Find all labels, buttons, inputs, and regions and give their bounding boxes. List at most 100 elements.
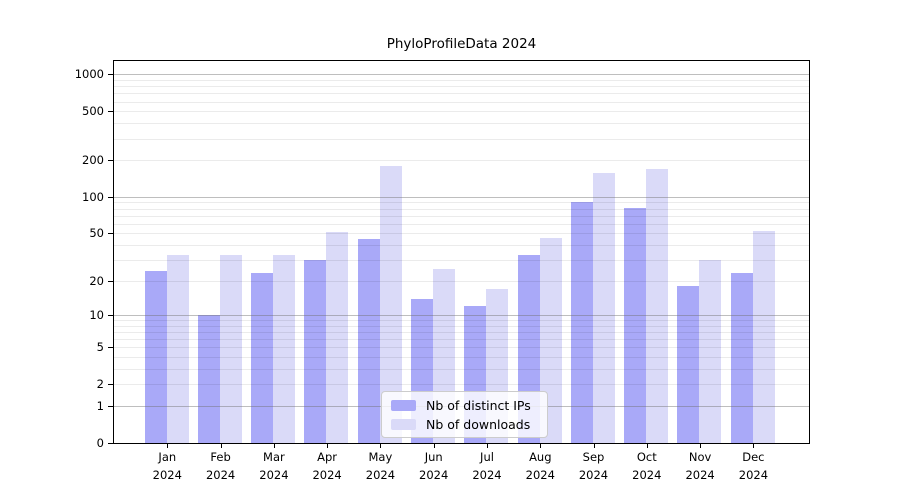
gridline-minor-3 bbox=[114, 369, 809, 370]
gridline-minor-800 bbox=[114, 86, 809, 88]
gridline-minor-600 bbox=[114, 101, 809, 103]
x-tick-label-may: May 2024 bbox=[365, 450, 396, 482]
legend-item-downloads: Nb of downloads bbox=[391, 417, 538, 432]
gridline-minor-900 bbox=[114, 79, 809, 81]
x-tick-mar bbox=[273, 444, 275, 448]
gridline-minor-7 bbox=[114, 332, 809, 333]
x-tick-jun bbox=[433, 444, 435, 448]
bar-apr-distinct-ips bbox=[304, 259, 327, 443]
x-tick-jul bbox=[487, 444, 488, 448]
x-tick-dec bbox=[753, 444, 755, 448]
x-tick-oct bbox=[646, 444, 648, 448]
y-tick-500 bbox=[108, 111, 113, 113]
gridlines-layer bbox=[114, 61, 809, 443]
x-tick-label-oct: Oct 2024 bbox=[632, 450, 662, 482]
legend-label-downloads: Nb of downloads bbox=[426, 416, 531, 432]
gridline-minor-30 bbox=[114, 259, 809, 261]
y-tick-100 bbox=[108, 196, 113, 198]
x-tick-apr bbox=[327, 444, 329, 448]
y-tick-label-10: 10 bbox=[89, 308, 104, 322]
y-tick-label-20: 20 bbox=[89, 273, 104, 288]
bar-nov-distinct-ips bbox=[677, 285, 700, 443]
gridline-minor-60 bbox=[114, 223, 809, 225]
gridline-major-100 bbox=[114, 196, 809, 198]
x-tick-label-jul: Jul 2024 bbox=[472, 450, 502, 482]
bar-jan-distinct-ips bbox=[144, 271, 167, 443]
y-tick-label-500: 500 bbox=[82, 104, 104, 119]
y-tick-1 bbox=[108, 406, 113, 407]
x-tick-nov bbox=[700, 444, 702, 448]
chart-title: PhyloProfileData 2024 bbox=[386, 36, 537, 52]
x-tick-label-jun: Jun 2024 bbox=[419, 450, 449, 482]
y-tick-label-1000: 1000 bbox=[74, 67, 104, 82]
y-tick-2 bbox=[108, 384, 113, 386]
bar-nov-downloads bbox=[699, 259, 722, 443]
bar-sep-downloads bbox=[592, 172, 615, 443]
legend: Nb of distinct IPs Nb of downloads bbox=[381, 391, 548, 438]
gridline-major-10 bbox=[114, 315, 809, 316]
x-tick-label-dec: Dec 2024 bbox=[738, 450, 769, 482]
gridline-minor-9 bbox=[114, 320, 809, 322]
gridline-minor-700 bbox=[114, 93, 809, 95]
x-tick-feb bbox=[220, 444, 222, 448]
gridline-minor-400 bbox=[114, 123, 809, 125]
y-tick-200 bbox=[108, 160, 113, 161]
bar-dec-distinct-ips bbox=[730, 273, 753, 443]
gridline-major-1000 bbox=[114, 74, 809, 76]
plot-area: Nb of distinct IPs Nb of downloads bbox=[113, 60, 810, 444]
legend-label-distinct-ips: Nb of distinct IPs bbox=[426, 397, 531, 413]
y-tick-label-5: 5 bbox=[96, 340, 104, 355]
gridline-minor-2 bbox=[114, 384, 809, 386]
x-tick-label-aug: Aug 2024 bbox=[525, 450, 555, 482]
gridline-minor-300 bbox=[114, 138, 809, 140]
x-tick-label-sep: Sep 2024 bbox=[578, 450, 609, 482]
y-tick-label-200: 200 bbox=[82, 153, 104, 167]
gridline-minor-70 bbox=[114, 215, 809, 217]
gridline-minor-90 bbox=[114, 202, 809, 204]
x-tick-may bbox=[380, 444, 382, 448]
x-tick-label-jan: Jan 2024 bbox=[152, 450, 182, 482]
x-tick-label-feb: Feb 2024 bbox=[205, 450, 236, 482]
gridline-minor-6 bbox=[114, 339, 809, 341]
gridline-minor-80 bbox=[114, 208, 809, 210]
y-tick-label-0: 0 bbox=[96, 436, 104, 450]
y-tick-0 bbox=[108, 443, 113, 444]
legend-item-distinct-ips: Nb of distinct IPs bbox=[391, 398, 538, 413]
y-tick-label-50: 50 bbox=[89, 226, 104, 241]
y-tick-1000 bbox=[108, 74, 113, 76]
bar-sep-distinct-ips bbox=[570, 202, 593, 443]
bar-feb-downloads bbox=[219, 254, 242, 443]
x-tick-aug bbox=[540, 444, 542, 448]
y-tick-label-1: 1 bbox=[96, 399, 104, 413]
gridline-minor-200 bbox=[114, 160, 809, 161]
legend-swatch-distinct-ips bbox=[391, 399, 416, 411]
gridline-minor-8 bbox=[114, 325, 809, 327]
x-tick-sep bbox=[593, 444, 595, 448]
gridline-minor-5 bbox=[114, 347, 809, 349]
y-tick-50 bbox=[108, 233, 113, 235]
legend-swatch-downloads bbox=[391, 418, 416, 430]
bar-feb-distinct-ips bbox=[197, 315, 220, 443]
gridline-minor-40 bbox=[114, 244, 809, 246]
bar-may-distinct-ips bbox=[357, 238, 380, 443]
bar-oct-downloads bbox=[646, 169, 668, 443]
gridline-minor-500 bbox=[114, 111, 809, 113]
bar-oct-distinct-ips bbox=[624, 207, 646, 443]
y-tick-10 bbox=[108, 315, 113, 316]
y-tick-5 bbox=[108, 347, 113, 349]
bar-mar-distinct-ips bbox=[251, 273, 274, 443]
gridline-minor-50 bbox=[114, 233, 809, 235]
x-tick-jan bbox=[167, 444, 169, 448]
bar-dec-downloads bbox=[752, 231, 775, 443]
y-tick-20 bbox=[108, 280, 113, 282]
x-tick-label-mar: Mar 2024 bbox=[259, 450, 289, 482]
y-tick-label-100: 100 bbox=[82, 189, 104, 204]
gridline-minor-20 bbox=[114, 280, 809, 282]
gridline-minor-4 bbox=[114, 357, 809, 359]
bar-mar-downloads bbox=[273, 254, 296, 443]
x-tick-label-apr: Apr 2024 bbox=[312, 450, 342, 482]
bar-jan-downloads bbox=[166, 254, 189, 443]
x-tick-label-nov: Nov 2024 bbox=[685, 450, 715, 482]
y-tick-label-2: 2 bbox=[96, 377, 104, 392]
